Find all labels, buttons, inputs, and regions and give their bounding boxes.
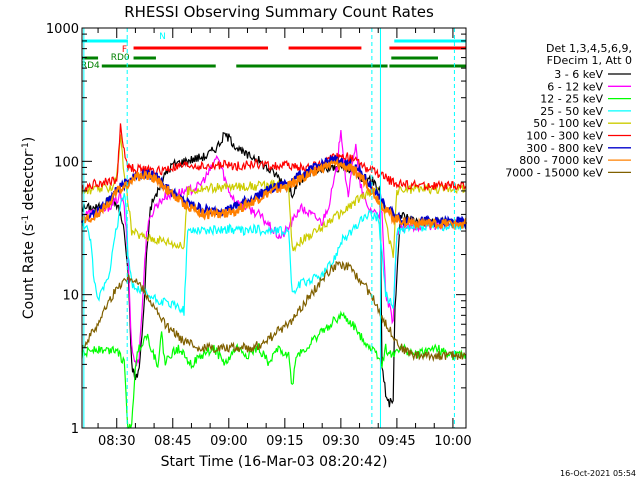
y-axis: 1 10 100 1000 — [46, 22, 466, 437]
series-line-0 — [81, 131, 467, 408]
y-label-main: Count Rate (s — [21, 224, 37, 319]
date-stamp: 16-Oct-2021 05:54 — [560, 469, 636, 478]
event-markers — [83, 28, 455, 428]
y-label-sup2: -1 — [21, 142, 31, 151]
y-label-end: ) — [21, 137, 37, 142]
legend-title-line: FDecim 1, Att 0 — [547, 54, 632, 67]
y-tick-label: 10 — [62, 289, 79, 304]
x-tick-label: 09:15 — [266, 434, 303, 449]
x-tick-label: 09:45 — [378, 434, 415, 449]
mode-label-f: F — [122, 45, 127, 55]
legend-label-0: 3 - 6 keV — [554, 68, 603, 81]
mode-label-n: N — [159, 32, 166, 42]
y-tick-label: 1000 — [46, 22, 79, 37]
x-tick-label: 08:30 — [98, 434, 135, 449]
legend-label-2: 12 - 25 keV — [540, 93, 603, 106]
x-axis: 08:30 08:45 09:00 09:15 09:30 09:45 10:00 — [97, 28, 472, 449]
series-line-4 — [81, 134, 467, 258]
series-lines — [81, 123, 467, 429]
x-axis-label: Start Time (16-Mar-03 08:20:42) — [161, 454, 388, 470]
x-tick-label: 10:00 — [434, 434, 471, 449]
legend-title-line: Det 1,3,4,5,6,9, — [546, 42, 632, 55]
chart-title: RHESSI Observing Summary Count Rates — [124, 3, 434, 21]
y-label-sup1: -1 — [21, 215, 31, 224]
legend-label-8: 7000 - 15000 keV — [505, 166, 603, 179]
legend-label-3: 25 - 50 keV — [540, 105, 603, 118]
legend-label-5: 100 - 300 keV — [526, 130, 603, 143]
legend-label-4: 50 - 100 keV — [533, 117, 603, 130]
legend-label-7: 800 - 7000 keV — [519, 154, 603, 167]
series-line-2 — [81, 310, 467, 429]
legend-label-1: 6 - 12 keV — [547, 80, 603, 93]
legend: Det 1,3,4,5,6,9,FDecim 1, Att 03 - 6 keV… — [505, 42, 632, 179]
plot-frame — [81, 27, 467, 429]
series-line-7 — [81, 157, 467, 231]
x-tick-label: 09:30 — [322, 434, 359, 449]
series-line-3 — [81, 193, 467, 316]
x-tick-label: 09:00 — [210, 434, 247, 449]
y-label-mid: detector — [21, 151, 37, 215]
y-tick-label: 1 — [71, 422, 79, 437]
mode-label-rd0: RD0 — [111, 53, 130, 63]
mode-label-rd4: RD4 — [81, 61, 100, 71]
y-tick-label: 100 — [54, 155, 79, 170]
series-line-5 — [81, 123, 467, 195]
y-axis-label: Count Rate (s-1 detector-1) — [21, 137, 37, 319]
series-line-8 — [81, 260, 467, 363]
legend-label-6: 300 - 800 keV — [526, 142, 603, 155]
x-tick-label: 08:45 — [154, 434, 191, 449]
